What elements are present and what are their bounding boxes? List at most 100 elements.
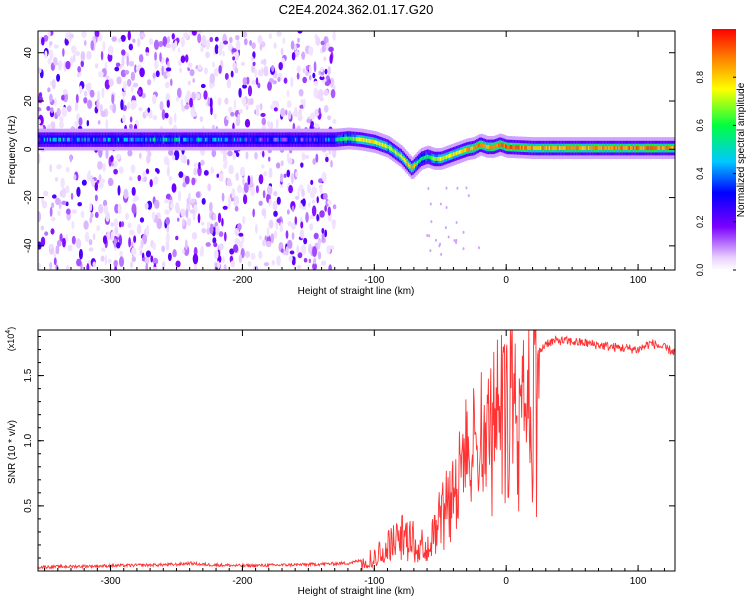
noise-cell	[302, 68, 306, 74]
noise-cell	[323, 104, 329, 113]
noise-cell	[50, 107, 54, 114]
noise-cell	[287, 157, 293, 165]
ridge-core	[458, 150, 462, 155]
noise-cell	[86, 263, 90, 270]
noise-cell	[273, 230, 278, 239]
ridge-core	[403, 157, 407, 162]
noise-cell	[142, 171, 147, 177]
ridge-core	[422, 156, 426, 161]
noise-cell	[94, 194, 98, 202]
ridge-core	[351, 136, 354, 141]
ridge-core	[400, 154, 404, 159]
noise-cell	[180, 208, 186, 218]
noise-cell	[230, 260, 235, 268]
ridge-core	[519, 145, 523, 150]
noise-cell	[175, 96, 180, 102]
noise-cell	[184, 175, 190, 185]
ridge-core	[188, 137, 192, 142]
ridge-core	[156, 137, 160, 142]
noise-cell	[128, 60, 135, 67]
ridge-core	[503, 144, 507, 148]
noise-cell	[309, 223, 314, 231]
noise-cell	[65, 60, 71, 70]
noise-cell	[316, 213, 320, 222]
ridge-core	[367, 138, 370, 143]
ridge-core	[336, 137, 340, 142]
noise-cell	[226, 115, 230, 121]
ridge-core	[347, 136, 350, 141]
ridge-core	[405, 159, 408, 164]
noise-cell	[249, 175, 254, 185]
noise-cell	[260, 112, 266, 118]
ridge-core	[465, 147, 469, 152]
ridge-core	[618, 146, 621, 151]
noise-cell	[233, 99, 237, 110]
noise-cell	[311, 199, 315, 204]
ridge-core	[528, 145, 531, 150]
noise-cell	[78, 248, 83, 260]
noise-cell	[286, 89, 290, 98]
noise-cell	[58, 121, 64, 129]
noise-cell	[98, 33, 103, 42]
noise-cell	[69, 33, 74, 39]
noise-cell	[313, 61, 317, 73]
noise-cell	[122, 114, 126, 124]
ridge-core	[291, 137, 295, 142]
noise-cell	[164, 112, 169, 119]
ridge-core	[207, 137, 211, 142]
noise-cell	[113, 259, 118, 268]
noise-cell	[58, 60, 63, 71]
noise-cell	[435, 238, 438, 242]
noise-cell	[145, 225, 150, 236]
ridge-core	[479, 142, 482, 147]
noise-cell	[94, 31, 100, 38]
noise-cell	[309, 214, 315, 220]
noise-cell	[102, 235, 108, 245]
ridge-core	[148, 137, 151, 142]
noise-cell	[168, 116, 173, 125]
noise-cell	[308, 64, 312, 75]
ridge-core	[325, 137, 328, 142]
noise-cell	[109, 104, 113, 111]
noise-cell	[47, 87, 51, 93]
ridge-core	[426, 154, 430, 159]
noise-cell	[275, 162, 281, 169]
ridge-core	[48, 137, 51, 142]
noise-cell	[49, 206, 53, 217]
x-tick-label: -300	[101, 275, 121, 286]
noise-cell	[121, 221, 125, 227]
noise-cell	[206, 227, 211, 235]
noise-cell	[242, 84, 247, 89]
noise-cell	[323, 89, 329, 96]
noise-cell	[178, 171, 184, 179]
noise-cell	[227, 198, 231, 210]
ridge-core	[354, 137, 357, 141]
ridge-core	[143, 137, 147, 142]
noise-cell	[270, 233, 275, 244]
ridge-core	[84, 137, 88, 142]
noise-cell	[93, 37, 97, 48]
ridge-core	[384, 143, 388, 148]
ridge-core	[420, 156, 424, 161]
noise-cell	[290, 173, 294, 185]
noise-cell	[238, 87, 242, 98]
ridge-core	[656, 146, 659, 151]
noise-cell	[154, 51, 157, 62]
noise-cell	[61, 94, 65, 101]
noise-cell	[89, 202, 93, 212]
noise-cell	[171, 33, 175, 40]
ridge-core	[214, 137, 218, 142]
noise-cell	[85, 83, 90, 91]
noise-cell	[148, 38, 154, 46]
noise-cell	[128, 43, 134, 51]
noise-cell	[129, 116, 133, 123]
noise-cell	[76, 113, 80, 121]
ridge-core	[317, 137, 321, 142]
noise-cell	[113, 218, 119, 228]
ridge-core	[480, 142, 484, 147]
ridge-core	[573, 146, 576, 151]
noise-cell	[272, 80, 277, 85]
noise-cell	[229, 248, 235, 255]
noise-cell	[319, 185, 323, 195]
ridge-core	[654, 146, 658, 151]
